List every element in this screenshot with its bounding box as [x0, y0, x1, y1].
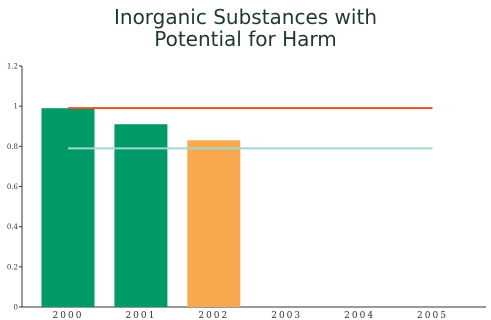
x-tick-label: 2005 [417, 311, 448, 320]
x-tick-label: 2001 [125, 311, 156, 320]
y-tick-label: 1.2 [7, 63, 18, 71]
y-tick-label: 0.8 [7, 143, 18, 151]
y-tick-label: 0.2 [7, 263, 18, 271]
y-tick-label: 1 [14, 103, 18, 111]
y-axis: 0 0.2 0.4 0.6 0.8 1 1.2 [7, 63, 23, 312]
y-tick-label: 0.6 [7, 183, 19, 191]
x-tick-label: 2004 [344, 311, 375, 320]
y-tick-label: 0.4 [7, 223, 19, 231]
reference-lines [68, 107, 433, 150]
x-axis: 2000 2001 2002 2003 2004 2005 [22, 306, 486, 320]
chart-title: Inorganic Substances with Potential for … [114, 5, 377, 51]
x-tick-label: 2000 [53, 311, 84, 320]
bar-2000 [41, 108, 95, 307]
bar-2001 [114, 124, 168, 307]
y-tick-label: 0 [14, 304, 18, 312]
bars [41, 108, 241, 307]
bar-2002 [187, 140, 241, 307]
x-tick-label: 2003 [271, 311, 302, 320]
x-tick-label: 2002 [198, 311, 229, 320]
